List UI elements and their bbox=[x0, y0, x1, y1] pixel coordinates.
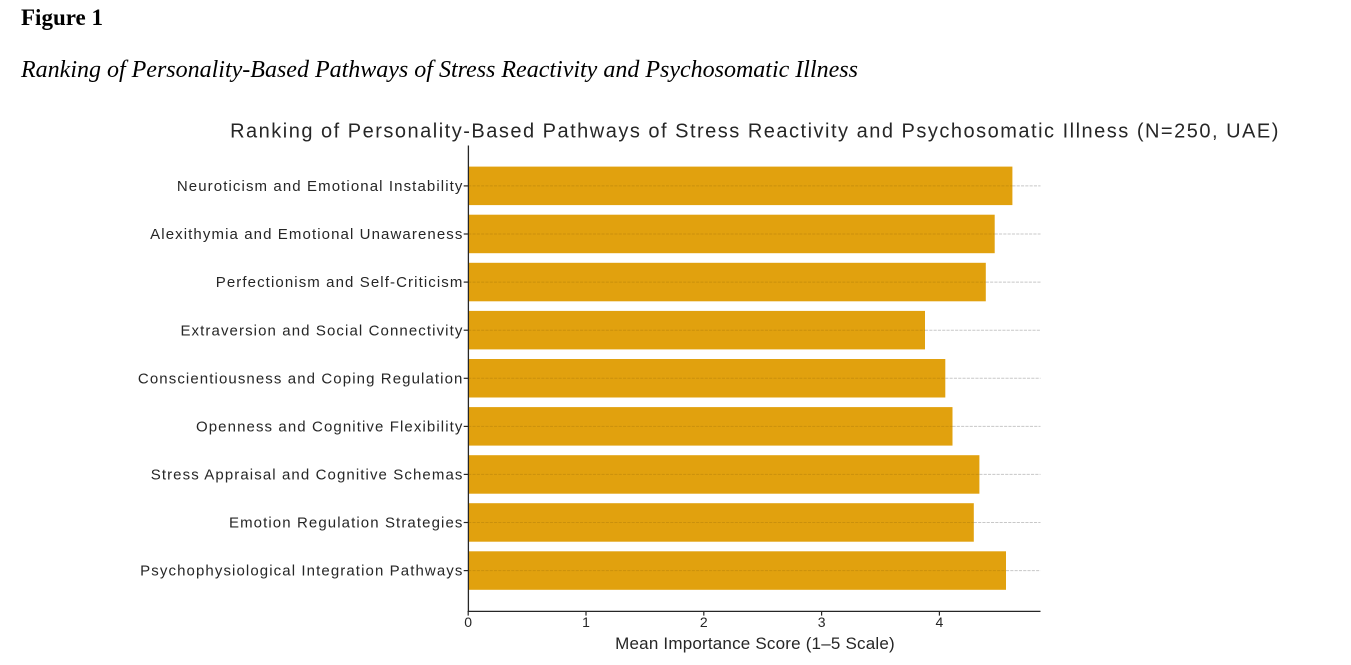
svg-text:Perfectionism and Self-Critici: Perfectionism and Self-Criticism bbox=[216, 274, 464, 291]
svg-text:3: 3 bbox=[818, 614, 826, 630]
svg-text:Alexithymia and Emotional Unaw: Alexithymia and Emotional Unawareness bbox=[150, 226, 463, 243]
svg-text:2: 2 bbox=[700, 614, 708, 630]
svg-text:Stress Appraisal and Cognitive: Stress Appraisal and Cognitive Schemas bbox=[151, 467, 464, 484]
svg-text:Ranking of Personality-Based P: Ranking of Personality-Based Pathways of… bbox=[230, 121, 1280, 143]
svg-text:Conscientiousness and Coping R: Conscientiousness and Coping Regulation bbox=[138, 370, 464, 387]
svg-text:Mean Importance Score (1–5 Sca: Mean Importance Score (1–5 Scale) bbox=[615, 634, 895, 653]
svg-text:0: 0 bbox=[464, 614, 472, 630]
svg-text:4: 4 bbox=[936, 614, 944, 630]
svg-text:Openness and Cognitive Flexibi: Openness and Cognitive Flexibility bbox=[196, 419, 464, 436]
svg-text:Extraversion and Social Connec: Extraversion and Social Connectivity bbox=[180, 322, 463, 339]
svg-text:Neuroticism and Emotional Inst: Neuroticism and Emotional Instability bbox=[177, 178, 464, 195]
svg-text:Psychophysiological Integratio: Psychophysiological Integration Pathways bbox=[140, 563, 463, 580]
svg-text:1: 1 bbox=[582, 614, 590, 630]
svg-text:Emotion Regulation Strategies: Emotion Regulation Strategies bbox=[229, 515, 464, 532]
